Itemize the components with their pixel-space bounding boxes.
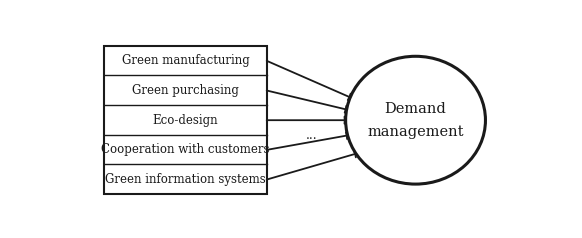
Text: Cooperation with customers: Cooperation with customers — [101, 143, 270, 156]
Text: Green purchasing: Green purchasing — [132, 84, 239, 97]
Text: Green manufacturing: Green manufacturing — [122, 54, 250, 67]
Bar — [104, 46, 267, 194]
Text: ...: ... — [306, 129, 318, 142]
Text: Green information systems: Green information systems — [105, 173, 266, 186]
Text: Eco-design: Eco-design — [152, 114, 218, 127]
Ellipse shape — [346, 56, 485, 184]
Text: Demand
management: Demand management — [367, 102, 464, 139]
